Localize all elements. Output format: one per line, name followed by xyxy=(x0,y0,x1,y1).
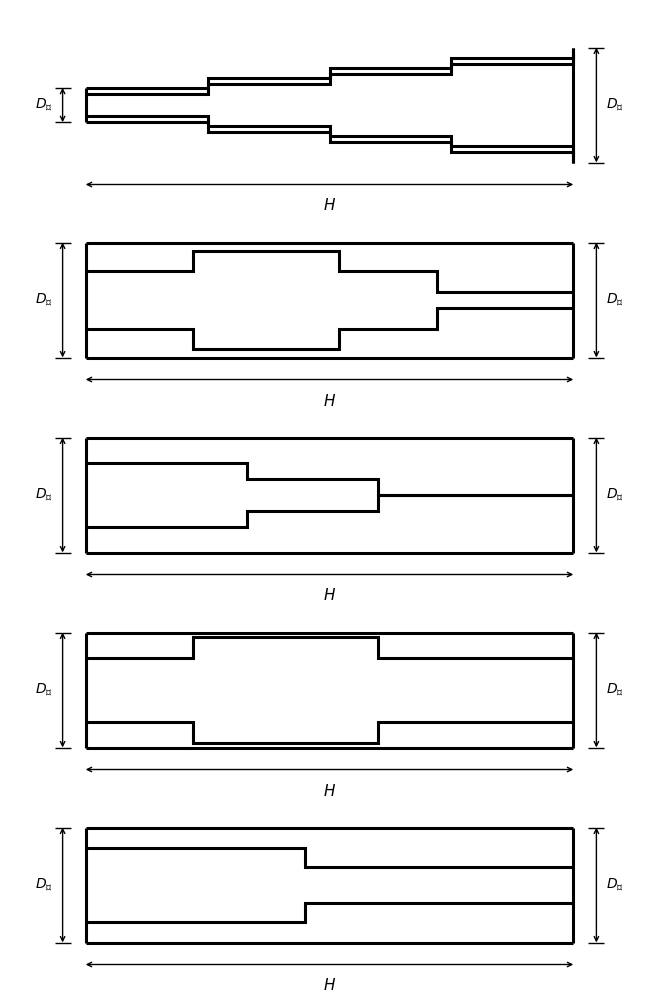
Text: $D_{进}$: $D_{进}$ xyxy=(606,682,623,698)
Text: $D_{进}$: $D_{进}$ xyxy=(606,292,623,308)
Text: $D_{出}$: $D_{出}$ xyxy=(36,487,53,503)
Text: $D_{进}$: $D_{进}$ xyxy=(606,877,623,893)
Text: $H$: $H$ xyxy=(323,393,336,409)
Text: $D_{出}$: $D_{出}$ xyxy=(36,97,53,113)
Text: $D_{进}$: $D_{进}$ xyxy=(606,487,623,503)
Text: $D_{进}$: $D_{进}$ xyxy=(606,97,623,113)
Text: $H$: $H$ xyxy=(323,782,336,798)
Text: $D_{出}$: $D_{出}$ xyxy=(36,682,53,698)
Text: $D_{出}$: $D_{出}$ xyxy=(36,877,53,893)
Text: $H$: $H$ xyxy=(323,587,336,603)
Text: $D_{出}$: $D_{出}$ xyxy=(36,292,53,308)
Text: $H$: $H$ xyxy=(323,978,336,993)
Text: $H$: $H$ xyxy=(323,198,336,214)
